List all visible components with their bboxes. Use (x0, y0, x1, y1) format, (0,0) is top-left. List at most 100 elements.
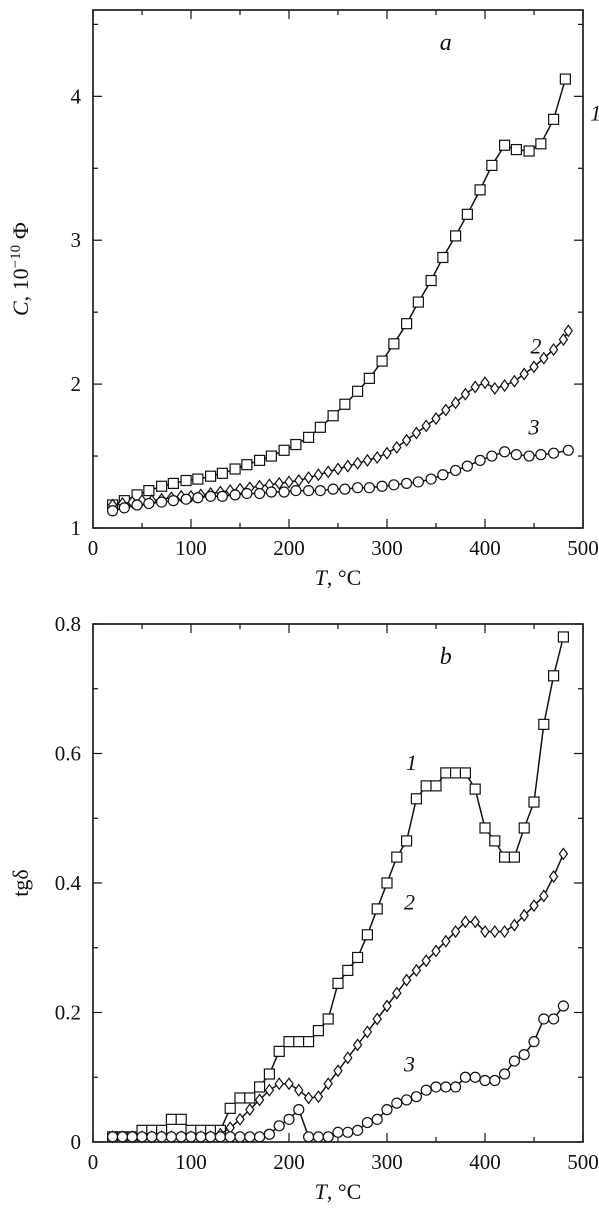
data-point (479, 1074, 491, 1087)
data-point (401, 973, 412, 987)
data-point (372, 1012, 382, 1026)
data-point (339, 483, 351, 495)
data-point (244, 1131, 256, 1143)
data-point (518, 822, 530, 834)
data-point (539, 351, 549, 365)
data-point (401, 1094, 413, 1106)
data-point (343, 1051, 353, 1065)
data-point (156, 496, 168, 508)
data-point (205, 1131, 217, 1143)
data-point (437, 251, 449, 264)
data-point (362, 1025, 373, 1039)
x-tick-label: 400 (469, 536, 501, 560)
data-point (352, 385, 364, 397)
data-point (372, 450, 382, 465)
data-point (312, 1025, 324, 1037)
data-point (519, 367, 529, 381)
data-point (229, 489, 241, 501)
data-point (437, 469, 449, 481)
data-point (263, 1128, 275, 1140)
data-point (234, 1092, 246, 1104)
data-point (265, 486, 277, 498)
data-point (401, 433, 412, 447)
data-point (539, 889, 549, 903)
data-point (352, 951, 364, 964)
x-tick-label: 400 (469, 1150, 501, 1174)
data-point (411, 963, 422, 977)
data-point (332, 1126, 344, 1138)
series-3 (106, 1000, 570, 1143)
x-tick-label: 100 (175, 1150, 207, 1174)
data-point (479, 822, 491, 834)
data-point (263, 1068, 275, 1080)
data-point (167, 495, 179, 507)
data-point (461, 208, 473, 220)
data-point (461, 460, 473, 472)
x-axis-label: T, °C (315, 1179, 362, 1204)
x-tick-label: 200 (273, 536, 305, 560)
data-point (401, 318, 413, 330)
x-tick-label: 500 (567, 1150, 599, 1174)
data-point (293, 1036, 305, 1048)
data-point (195, 1131, 207, 1143)
data-point (563, 324, 574, 338)
data-point (314, 484, 326, 497)
data-point (322, 1131, 334, 1143)
data-point (490, 925, 500, 939)
panel-letter: b (440, 644, 452, 670)
data-point (480, 925, 490, 939)
data-point (391, 851, 403, 863)
y-axis-label: C, 10−10 Ф (8, 222, 33, 316)
data-point (192, 473, 204, 485)
data-point (430, 780, 442, 792)
data-point (460, 915, 471, 929)
data-point (538, 718, 550, 730)
data-point (412, 296, 424, 308)
data-point (430, 1081, 442, 1093)
data-point (450, 230, 462, 242)
data-point (499, 379, 510, 393)
y-tick-label: 3 (71, 228, 82, 252)
data-point (294, 1083, 304, 1097)
y-tick-label: 0.8 (55, 612, 81, 636)
data-point (254, 1081, 266, 1093)
data-point (558, 332, 569, 347)
data-point (116, 1131, 129, 1143)
data-point (352, 1038, 363, 1052)
data-point (342, 964, 354, 977)
data-point (323, 465, 333, 479)
data-point (547, 113, 560, 125)
data-point (241, 487, 253, 500)
data-point (293, 1104, 305, 1116)
data-point (420, 780, 432, 792)
y-tick-label: 4 (71, 84, 82, 108)
data-point (469, 1071, 481, 1083)
data-point (192, 492, 204, 504)
data-point (486, 159, 498, 171)
data-point (327, 410, 339, 422)
data-point (371, 1113, 383, 1125)
data-point (470, 915, 480, 929)
data-point (557, 631, 570, 643)
data-point (118, 502, 130, 514)
data-point (421, 419, 431, 433)
data-point (450, 464, 462, 477)
data-point (290, 438, 302, 451)
data-point (273, 1045, 285, 1057)
data-point (352, 456, 363, 470)
data-point (339, 398, 351, 410)
data-point (489, 835, 501, 847)
data-point (254, 454, 266, 466)
data-point (376, 355, 388, 367)
data-point (205, 490, 217, 502)
data-point (143, 497, 155, 510)
data-point (499, 1068, 511, 1080)
data-point (431, 412, 441, 426)
data-point (278, 486, 290, 498)
y-tick-label: 1 (71, 516, 82, 540)
x-tick-label: 300 (371, 1150, 403, 1174)
data-point (529, 360, 539, 374)
x-tick-label: 0 (88, 536, 99, 560)
curve-label-2: 2 (530, 334, 541, 359)
data-point (508, 851, 520, 863)
